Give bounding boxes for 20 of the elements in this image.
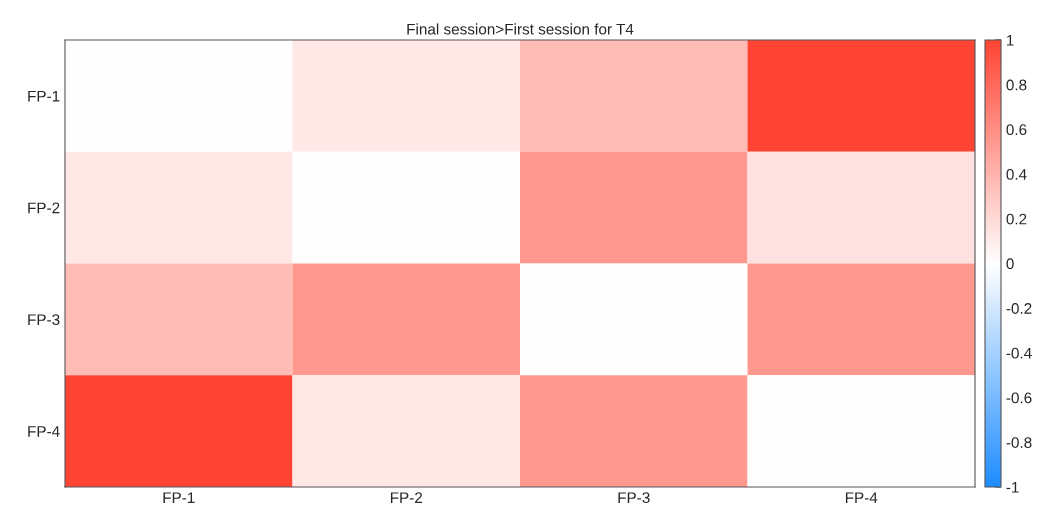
color-bar-label: -0.4 — [1006, 347, 1032, 359]
y-tick-label: FP-1 — [28, 90, 60, 102]
color-bar-label: 0.2 — [1006, 213, 1027, 225]
x-tick-label: FP-2 — [390, 492, 423, 503]
color-bar-label: 0 — [1006, 258, 1014, 270]
color-bar-label: 0.8 — [1006, 79, 1027, 91]
x-tick-label: FP-3 — [618, 492, 650, 504]
color-bar-label: 0.6 — [1006, 124, 1027, 136]
y-tick-label: FP-3 — [28, 314, 60, 326]
color-bar-label: 1 — [1007, 35, 1014, 46]
color-bar-label: 0.4 — [1006, 168, 1027, 180]
color-bar-label: -0.8 — [1006, 437, 1032, 448]
x-tick-label: FP-4 — [845, 492, 878, 503]
chart-title: Final session>First session for T4 — [407, 23, 634, 35]
color-bar-label: -0.2 — [1006, 303, 1032, 314]
color-bar-label: -1 — [1006, 482, 1019, 493]
color-bar-label: -0.6 — [1006, 392, 1032, 404]
y-tick-label: FP-4 — [28, 426, 60, 437]
x-tick-label: FP-1 — [163, 492, 195, 503]
y-tick-label: FP-2 — [28, 202, 60, 214]
